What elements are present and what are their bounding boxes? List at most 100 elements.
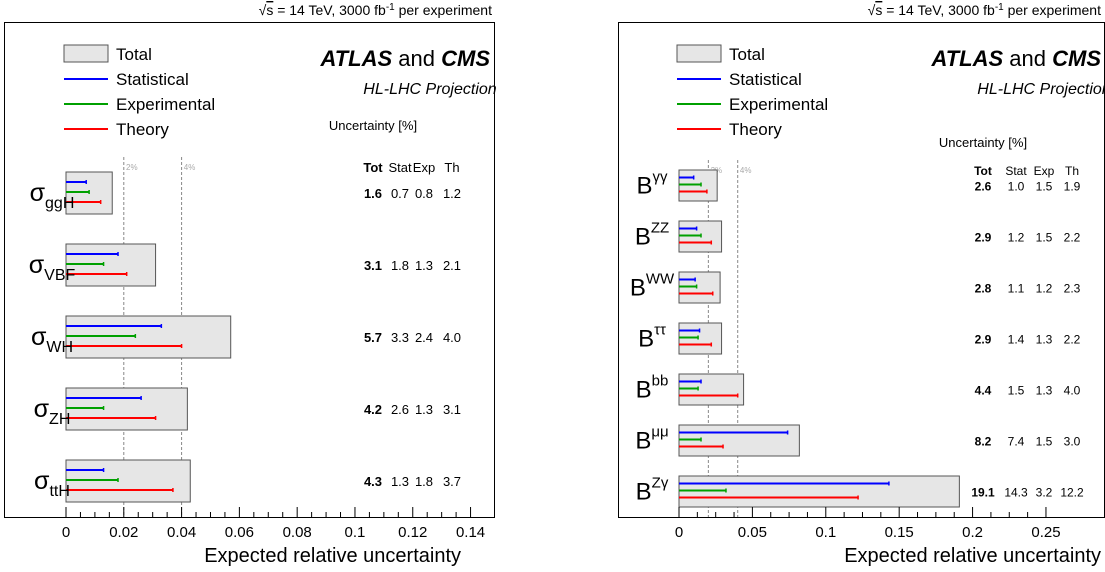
row-label-subscript: WH [46,339,73,356]
value-th: 4.0 [1064,384,1081,398]
row-label-symbol: B [635,428,651,455]
value-stat: 1.4 [1008,333,1025,347]
row-label-symbol: B [630,275,646,302]
x-tick-label: 0.12 [398,524,427,541]
row-label: Bγγ [636,169,668,200]
value-th: 3.1 [443,402,461,417]
right-panel-branching-ratios: √s = 14 TeV, 3000 fb-1 per experiment ATL… [618,2,1105,567]
value-tot: 2.6 [975,180,992,194]
sqrt-symbol: √ [259,2,267,18]
and-label: and [392,46,441,71]
row-label-subscript: ZH [49,411,70,428]
value-th: 2.2 [1064,231,1081,245]
header-tail: per experiment [1004,2,1101,18]
value-stat: 14.3 [1004,486,1028,500]
row-label-symbol: B [638,326,654,353]
row-μμ: Bμμ 8.2 7.4 1.5 3.0 [635,424,1081,457]
row-label-superscript: WW [646,271,675,288]
value-tot: 4.2 [364,402,382,417]
value-exp: 1.5 [1036,180,1053,194]
legend-swatch-total [676,44,722,63]
atlas-label: ATLAS [319,46,392,71]
row-γγ: Bγγ 2.6 1.0 1.5 1.9 [636,169,1081,202]
x-axis-label: Expected relative uncertainty [204,545,461,567]
x-tick-label: 0.2 [962,524,983,541]
value-tot: 2.9 [975,333,992,347]
x-tick-label: 0.15 [885,524,914,541]
column-header-th: Th [1065,164,1079,178]
value-th: 2.1 [443,258,461,273]
value-tot: 19.1 [971,486,995,500]
x-tick-label: 0.25 [1031,524,1060,541]
and-label: and [1003,46,1052,71]
column-header-tot: Tot [363,160,383,175]
value-stat: 1.5 [1008,384,1025,398]
value-stat: 2.6 [391,402,409,417]
legend-label-total: Total [116,45,152,64]
energy-luminosity-header: √s = 14 TeV, 3000 fb-1 per experiment [259,2,492,19]
legend: Total Statistical Experimental Theory [676,44,828,139]
value-th: 1.9 [1064,180,1081,194]
row-label-superscript: bb [652,373,669,390]
energy-luminosity-header: √s = 14 TeV, 3000 fb-1 per experiment [868,2,1101,19]
value-exp: 3.2 [1036,486,1053,500]
value-exp: 1.3 [415,402,433,417]
row-bb: Bbb 4.4 1.5 1.3 4.0 [636,373,1081,406]
value-stat: 1.2 [1008,231,1025,245]
collaboration-title: ATLAS and CMS [319,46,490,71]
value-tot: 1.6 [364,186,382,201]
column-header-stat: Stat [1005,164,1027,178]
row-label-symbol: B [636,377,652,404]
legend-label-statistical: Statistical [116,70,189,89]
column-header-stat: Stat [388,160,412,175]
x-axis-label: Expected relative uncertainty [844,545,1101,567]
row-WH: σWH 5.7 3.3 2.4 4.0 [31,315,461,359]
value-exp: 1.5 [1036,231,1053,245]
reference-label-4pct: 4% [740,166,752,175]
value-exp: 1.8 [415,474,433,489]
row-label: σVBF [29,251,76,284]
x-tick-label: 0.04 [167,524,196,541]
x-tick-label: 0.1 [815,524,836,541]
value-tot: 2.8 [975,282,992,296]
value-exp: 1.3 [1036,333,1053,347]
value-tot: 4.3 [364,474,382,489]
value-th: 2.3 [1064,282,1081,296]
row-label: σttH [34,467,70,500]
row-label-subscript: ggH [45,195,74,212]
value-th: 2.2 [1064,333,1081,347]
value-exp: 1.3 [1036,384,1053,398]
row-label: BZγ [636,475,669,506]
x-tick-label: 0.05 [738,524,767,541]
row-ZH: σZH 4.2 2.6 1.3 3.1 [34,387,461,431]
legend-label-total: Total [729,45,765,64]
reference-label-2pct: 2% [126,163,138,172]
sqrt-s-label: s [875,2,882,18]
row-label-superscript: ZZ [651,220,669,237]
sqrt-s-label: s [266,2,273,18]
x-tick-label: 0.1 [345,524,366,541]
atlas-label: ATLAS [930,46,1003,71]
legend-label-experimental: Experimental [116,95,215,114]
left-panel-production-cross-sections: √s = 14 TeV, 3000 fb-1 per experiment ATL… [4,2,497,567]
row-ttH: σttH 4.3 1.3 1.8 3.7 [34,459,461,503]
x-tick-label: 0.08 [283,524,312,541]
row-Zγ: BZγ 19.1 14.3 3.2 12.2 [636,475,1084,508]
column-header-th: Th [444,160,459,175]
collaboration-title: ATLAS and CMS [930,46,1101,71]
value-tot: 5.7 [364,330,382,345]
x-tick-label: 0 [62,524,70,541]
header-superscript: -1 [995,2,1004,13]
row-label-symbol: σ [34,467,50,495]
cms-label: CMS [441,46,490,71]
x-tick-label: 0.14 [456,524,485,541]
row-label: σZH [34,395,71,428]
column-header-tot: Tot [974,164,992,178]
value-exp: 0.8 [415,186,433,201]
row-label: σggH [30,179,75,212]
x-tick-label: 0.06 [225,524,254,541]
value-stat: 1.3 [391,474,409,489]
row-label: BZZ [635,220,669,251]
row-label-superscript: μμ [651,424,668,441]
value-th: 3.0 [1064,435,1081,449]
